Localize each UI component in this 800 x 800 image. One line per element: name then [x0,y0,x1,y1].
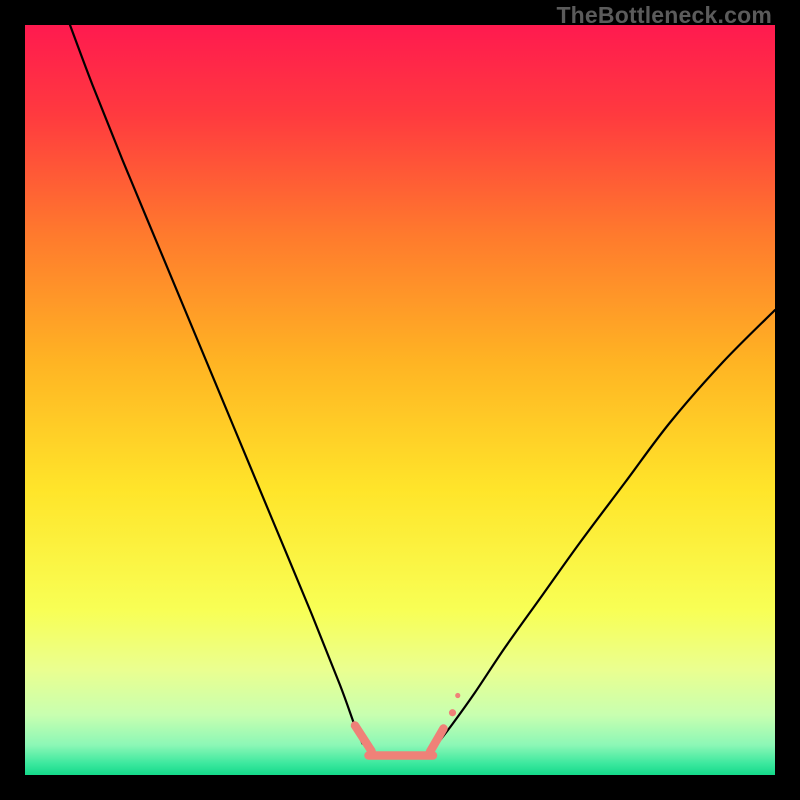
bottleneck-curve-left [70,25,363,744]
valley-dot [449,709,456,716]
valley-segment [430,729,444,752]
chart-frame: TheBottleneck.com [0,0,800,800]
valley-segment [355,726,372,752]
valley-dot [455,693,460,698]
watermark-text: TheBottleneck.com [556,2,772,29]
bottleneck-curve-right [438,310,776,744]
curve-layer [25,25,775,775]
plot-area [25,25,775,775]
valley-highlight [355,693,460,756]
